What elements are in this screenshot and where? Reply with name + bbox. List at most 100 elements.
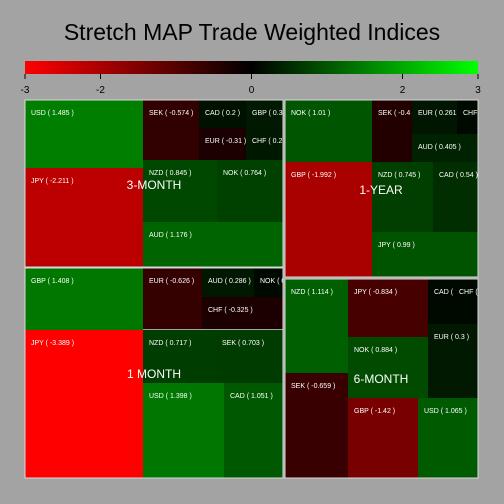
cell-open-paren: ( [439, 408, 445, 415]
legend-tick-label: 3 [475, 85, 481, 96]
cell-value: 0.745 [399, 172, 417, 179]
treemap-cell: CAD ( 1.051 ) [224, 383, 283, 478]
cell-close-paren: ) [332, 172, 336, 179]
cell-open-paren: ( [391, 242, 397, 249]
cell-value: -1.42 [375, 408, 391, 415]
cell-currency: JPY [378, 242, 391, 249]
cell-value: 0.845 [170, 170, 188, 177]
cell-sek-rect [285, 373, 348, 478]
cell-open-paren: ( [266, 138, 272, 145]
cell-jpy-rect [25, 330, 143, 478]
cell-currency: JPY [31, 340, 44, 347]
cell-close-paren: ) [393, 289, 397, 296]
cell-usd-rect [25, 100, 143, 168]
cell-value: 1.485 [52, 110, 70, 117]
cell-open-paren: ( [392, 110, 398, 117]
cell-value: 1.065 [445, 408, 463, 415]
cell-open-paren: ( [223, 278, 229, 285]
cell-close-paren: ) [187, 170, 191, 177]
treemap-cell: CHF ( 0.1 ) [457, 100, 494, 134]
cell-close-paren: ) [190, 278, 194, 285]
cell-open-paren: ( [46, 278, 52, 285]
cell-gbp-rect [285, 162, 372, 277]
cell-aud-rect [202, 268, 254, 297]
cell-currency: NZD [149, 170, 163, 177]
cell-sek-rect [372, 100, 412, 162]
cell-currency: AUD [418, 144, 433, 151]
cell-value: -0.574 [169, 110, 189, 117]
cell-currency: CHF [459, 289, 473, 296]
cell-label: EUR ( -0.31 ) [205, 138, 246, 145]
treemap-cell: JPY ( -0.834 ) [348, 279, 428, 337]
cell-close-paren: ) [189, 110, 193, 117]
cell-cad-rect [224, 383, 283, 478]
cell-currency: NOK [354, 347, 370, 354]
cell-label: NZD ( 0.745 ) [378, 172, 420, 179]
treemap-cell: GBP ( -1.992 ) [285, 162, 372, 277]
color-legend: -3 -2 0 2 3 [21, 61, 481, 96]
cell-sek-rect [216, 330, 283, 383]
cell-value: 0.2 [226, 110, 236, 117]
cell-value: 0.884 [375, 347, 393, 354]
cell-sek-rect [143, 100, 199, 160]
cell-label: JPY ( -3.389 ) [31, 340, 74, 347]
cell-cad-rect [433, 162, 478, 232]
cell-close-paren: ) [463, 408, 467, 415]
cell-gbp-rect [246, 100, 283, 128]
cell-jpy-rect [372, 232, 478, 277]
treemap-cell: EUR ( -0.626 ) [143, 268, 202, 329]
treemap-cell: NZD ( 0.845 ) [143, 160, 217, 222]
cell-value: 1.051 [251, 393, 269, 400]
cell-label: JPY ( -2.211 ) [31, 178, 74, 185]
legend-tick-label: -2 [96, 85, 105, 96]
cell-close-paren: ) [391, 408, 395, 415]
cell-open-paren: ( [454, 172, 460, 179]
cell-currency: CHF [463, 110, 477, 117]
treemap-cell: CAD ( 0.54 ) [433, 162, 478, 232]
cell-currency: SEK [222, 340, 236, 347]
cell-open-paren: ( [164, 393, 170, 400]
cell-close-paren: ) [188, 232, 192, 239]
cell-label: USD ( 1.485 ) [31, 110, 74, 117]
cell-close-paren: ) [262, 170, 266, 177]
treemap-cell: EUR ( 0.261 ) [412, 100, 457, 134]
cell-currency: EUR [434, 334, 449, 341]
cell-close-paren: ) [489, 289, 493, 296]
cell-value: 0.703 [242, 340, 260, 347]
cell-value: 0.3 [455, 334, 465, 341]
cell-label: EUR ( 0.3 ) [434, 334, 469, 341]
cell-close-paren: ) [410, 110, 414, 117]
cell-open-paren: ( [305, 289, 311, 296]
cell-label: SEK ( -0.574 ) [149, 110, 193, 117]
cell-nok-rect [254, 268, 283, 297]
cell-currency: NZD [149, 340, 163, 347]
cell-currency: NOK [260, 278, 276, 285]
cell-currency: CAD [439, 172, 454, 179]
cell-close-paren: ) [326, 110, 330, 117]
cell-close-paren: ) [187, 340, 191, 347]
cell-open-paren: ( [369, 347, 375, 354]
cell-value: -0.4 [398, 110, 410, 117]
cell-open-paren: ( [367, 289, 373, 296]
cell-open-paren: ( [164, 278, 170, 285]
cell-open-paren: ( [267, 110, 273, 117]
cell-open-paren: ( [163, 340, 169, 347]
cell-label: GBP ( -1.992 ) [291, 172, 336, 179]
cell-label: GBP ( 1.408 ) [31, 278, 74, 285]
cell-label: CHF ( -0.325 ) [208, 307, 253, 314]
cell-currency: NOK [291, 110, 307, 117]
cell-currency: AUD [149, 232, 164, 239]
cell-value: 0.1 [484, 110, 494, 117]
cell-nok-rect [348, 337, 428, 398]
cell-open-paren: ( [369, 408, 375, 415]
cell-currency: GBP [354, 408, 369, 415]
cell-jpy-rect [348, 279, 428, 337]
cell-close-paren: ) [242, 138, 246, 145]
cell-close-paren: ) [70, 340, 74, 347]
treemap-cell: GBP ( 0.3 ) [246, 100, 283, 128]
cell-open-paren: ( [245, 393, 251, 400]
treemap-cell: EUR ( -0.31 ) [199, 128, 246, 160]
treemap-cell: CHF ( -0.325 ) [202, 297, 283, 329]
cell-currency: CAD [205, 110, 220, 117]
